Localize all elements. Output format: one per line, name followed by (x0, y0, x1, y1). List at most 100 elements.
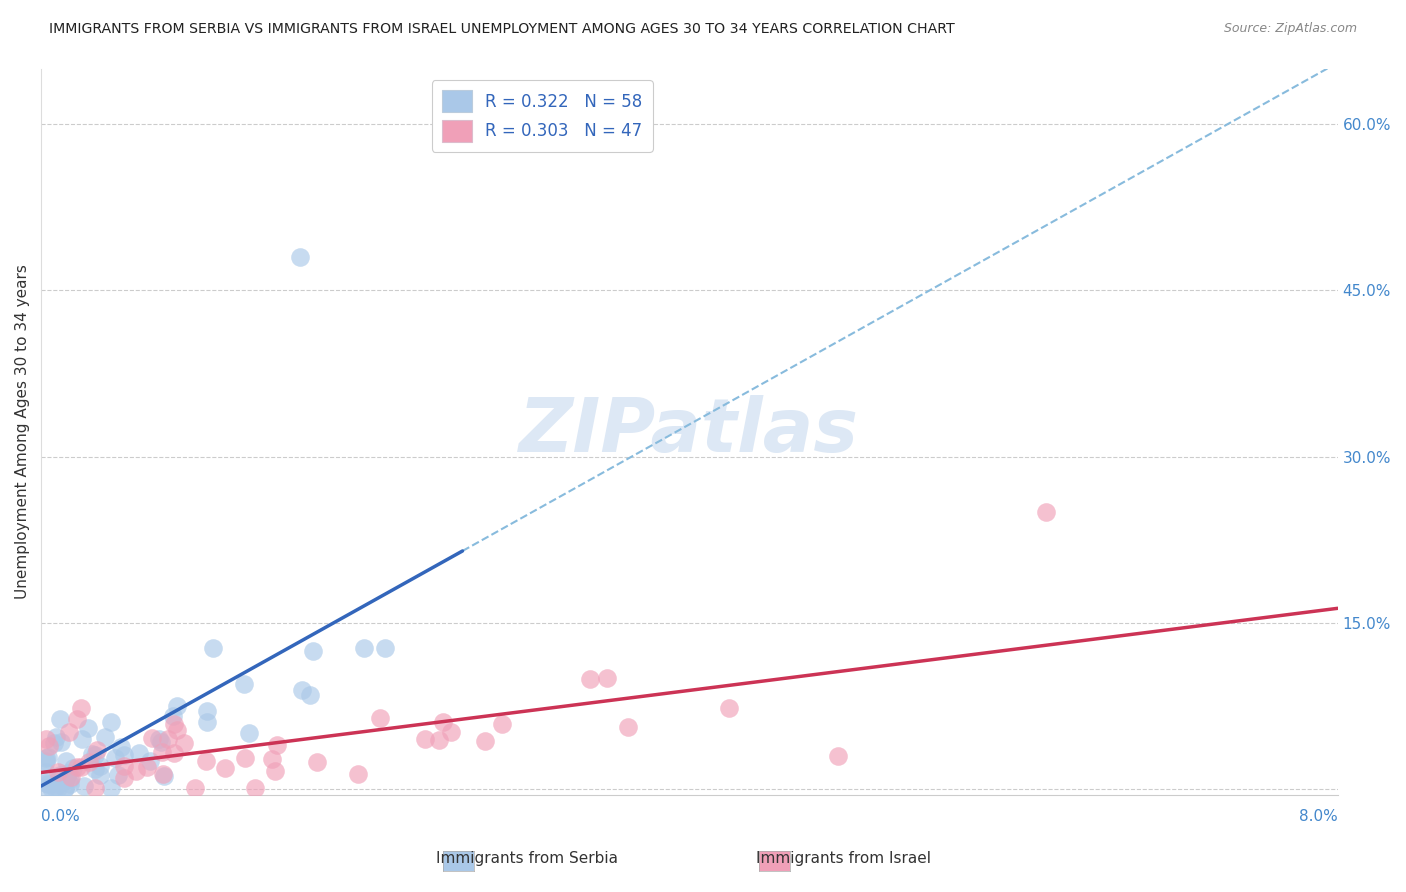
Point (56, 771, 79, 785)
Point (35, 765, 58, 780)
Point (827, 749, 849, 764)
Point (201, 640, 224, 655)
Point (346, 767, 368, 781)
Point (214, 760, 236, 774)
Point (148, 731, 170, 746)
Point (290, 250, 312, 264)
Point (156, 731, 179, 746)
Point (184, 781, 207, 796)
Point (195, 755, 218, 769)
Point (82, 747, 104, 762)
Point (266, 738, 288, 752)
Point (195, 715, 218, 730)
Point (86, 743, 108, 757)
Point (45, 730, 67, 744)
Point (46, 764, 69, 779)
Point (59, 770, 82, 784)
Point (53, 781, 76, 796)
Text: ZIPatlas: ZIPatlas (519, 395, 859, 468)
Point (238, 726, 260, 740)
Point (233, 750, 256, 764)
Point (432, 714, 454, 729)
Point (125, 764, 148, 778)
Point (374, 640, 396, 655)
Point (39, 781, 62, 796)
Point (35, 732, 58, 747)
Point (35, 775, 58, 789)
Point (70, 700, 93, 714)
Point (474, 734, 496, 748)
Point (77, 721, 100, 735)
Point (243, 781, 266, 796)
Point (38, 739, 60, 753)
Point (163, 717, 186, 731)
Point (596, 671, 619, 685)
Point (299, 688, 322, 702)
Point (55, 773, 77, 788)
Point (94, 731, 117, 745)
Point (173, 736, 195, 750)
Point (307, 755, 329, 769)
Point (58, 772, 80, 786)
Point (1035, 505, 1057, 519)
Point (166, 723, 188, 737)
Point (427, 732, 450, 747)
Point (301, 643, 323, 657)
Point (152, 767, 174, 781)
Point (44, 781, 66, 796)
Point (49, 713, 72, 727)
Point (233, 677, 256, 691)
Point (163, 746, 186, 760)
Point (58, 724, 80, 739)
Point (353, 640, 375, 655)
Point (135, 759, 157, 773)
Point (59, 777, 82, 791)
Point (66, 760, 89, 774)
Point (58, 765, 80, 780)
Point (89, 759, 111, 773)
Point (70, 760, 93, 774)
Point (107, 768, 129, 782)
Point (717, 700, 740, 714)
Point (139, 754, 162, 768)
Point (112, 759, 135, 773)
Point (579, 672, 602, 686)
Point (128, 746, 150, 760)
Point (83, 747, 105, 762)
Text: IMMIGRANTS FROM SERBIA VS IMMIGRANTS FROM ISRAEL UNEMPLOYMENT AMONG AGES 30 TO 3: IMMIGRANTS FROM SERBIA VS IMMIGRANTS FRO… (49, 22, 955, 37)
Point (166, 698, 188, 713)
Point (65, 712, 87, 726)
Point (55, 754, 77, 768)
Point (368, 711, 391, 725)
Point (491, 717, 513, 731)
Legend: R = 0.322   N = 58, R = 0.303   N = 47: R = 0.322 N = 58, R = 0.303 N = 47 (432, 80, 652, 152)
Point (100, 781, 122, 796)
Point (440, 724, 463, 739)
Point (104, 751, 127, 765)
Point (150, 745, 173, 759)
Point (100, 715, 122, 730)
Text: Immigrants from Israel: Immigrants from Israel (756, 851, 931, 865)
Point (110, 739, 132, 754)
Point (260, 752, 283, 766)
Point (37, 750, 59, 764)
Point (51, 735, 73, 749)
Point (112, 748, 135, 763)
Point (72, 731, 94, 746)
Point (413, 732, 436, 747)
Text: 8.0%: 8.0% (1299, 809, 1337, 824)
Point (35, 751, 58, 765)
Y-axis label: Unemployment Among Ages 30 to 34 years: Unemployment Among Ages 30 to 34 years (15, 264, 30, 599)
Point (62, 761, 84, 775)
Point (46, 777, 69, 791)
Text: Source: ZipAtlas.com: Source: ZipAtlas.com (1223, 22, 1357, 36)
Point (149, 734, 172, 748)
Text: Immigrants from Serbia: Immigrants from Serbia (436, 851, 619, 865)
Point (77, 755, 100, 769)
Point (162, 709, 184, 723)
Point (48, 768, 70, 782)
Point (42, 736, 65, 750)
Point (53, 781, 76, 796)
Point (152, 769, 174, 783)
Point (263, 764, 285, 778)
